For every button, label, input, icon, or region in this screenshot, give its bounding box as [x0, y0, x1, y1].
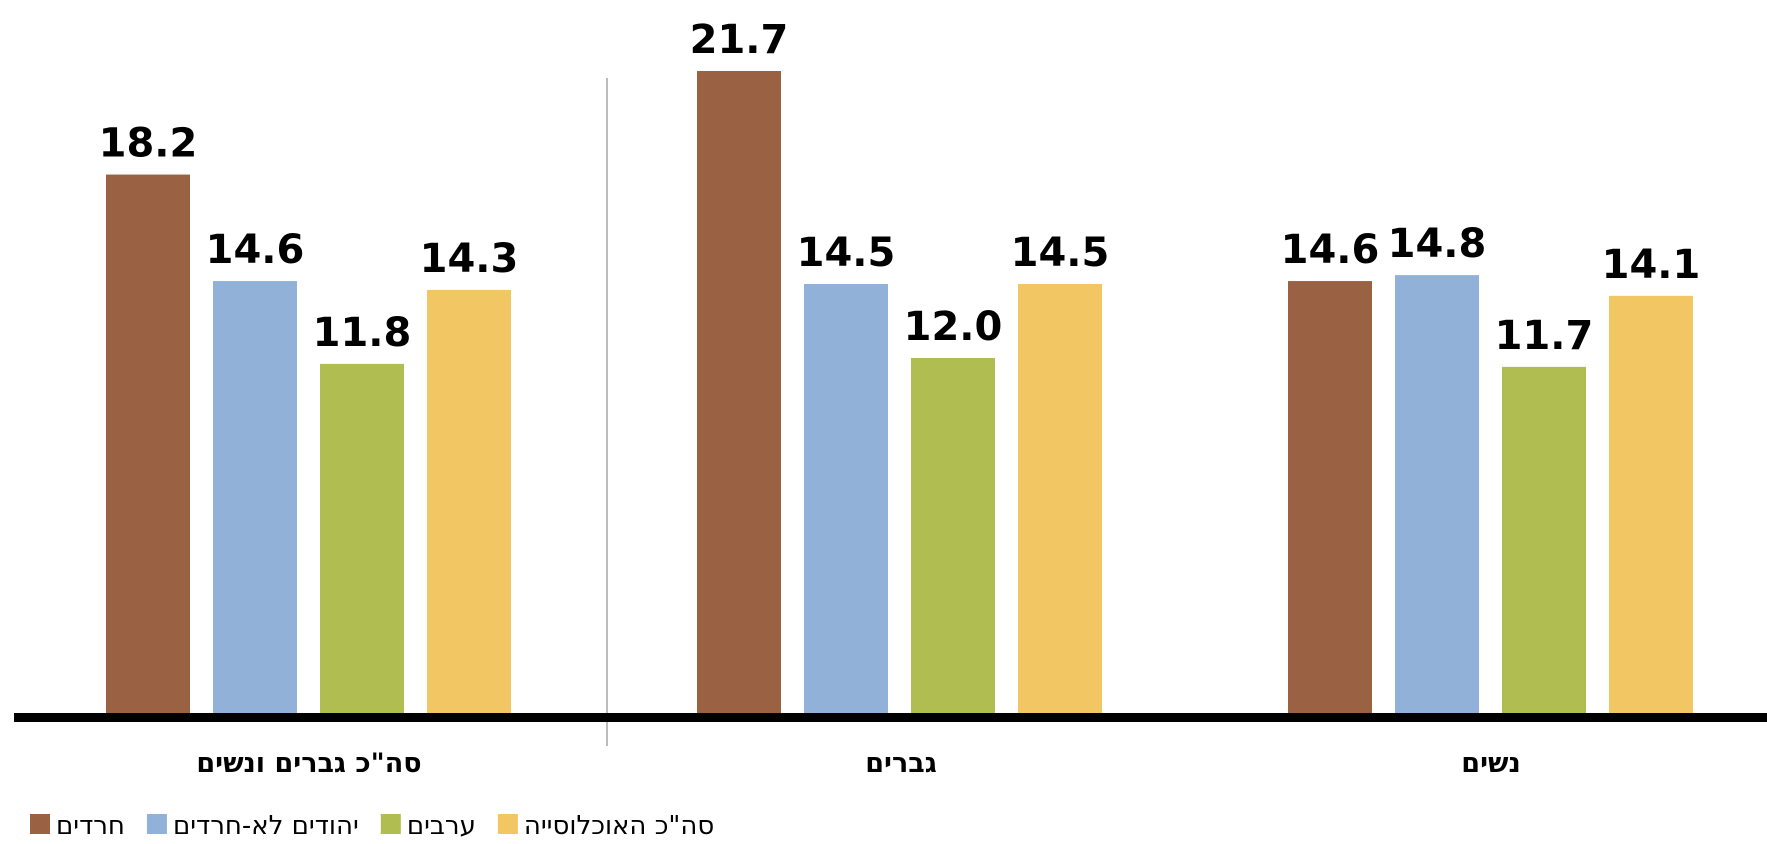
legend-swatch-4: [497, 814, 518, 834]
category-label: סה"כ גברים ונשים: [196, 748, 421, 779]
legend-swatch-2: [146, 814, 167, 834]
bar-3-1: [1288, 281, 1372, 713]
value-label: 11.8: [313, 310, 412, 356]
category-labels-layer: סה"כ גברים ונשים גברים נשים: [196, 748, 1520, 779]
value-label: 21.7: [690, 17, 789, 63]
bar-2-4: [1018, 284, 1102, 713]
x-axis-baseline: [14, 713, 1767, 722]
bar-1-2: [213, 281, 297, 713]
value-label: 14.8: [1388, 221, 1487, 267]
bar-3-3: [1502, 366, 1586, 713]
bar-1-4: [427, 289, 511, 713]
legend: חרדים יהודים לא-חרדים ערבים סה"כ האוכלוסייה: [30, 811, 714, 841]
legend-label-2: יהודים לא-חרדים: [173, 811, 359, 841]
bar-2-3: [911, 357, 995, 713]
bar-1-1: [106, 174, 190, 713]
bar-2-1: [697, 71, 781, 713]
value-labels-layer: 18.214.611.814.321.714.512.014.5 14.6 14.8…: [99, 17, 1701, 359]
value-label: 14.3: [420, 236, 519, 282]
category-label: נשים: [1461, 748, 1520, 779]
bar-3-2: [1395, 275, 1479, 713]
value-label: 14.5: [797, 230, 896, 276]
value-label: 14.1: [1602, 242, 1701, 288]
legend-swatch-1: [30, 814, 50, 834]
bar-2-2: [804, 284, 888, 713]
category-label: גברים: [865, 748, 937, 779]
legend-label-3: ערבים: [407, 811, 476, 841]
bar-3-4: [1609, 295, 1693, 713]
value-label: 18.2: [99, 121, 198, 167]
value-label: 12.0: [904, 304, 1003, 350]
legend-label-1: חרדים: [56, 811, 125, 841]
bars-layer: [106, 71, 1693, 713]
bar-1-3: [320, 363, 404, 713]
legend-swatch-3: [380, 814, 401, 834]
value-label: 11.7: [1495, 313, 1594, 359]
legend-label-4: סה"כ האוכלוסייה: [524, 811, 714, 841]
value-label: 14.6: [206, 227, 305, 273]
value-label: 14.5: [1011, 230, 1110, 276]
value-label: 14.6: [1281, 227, 1380, 273]
